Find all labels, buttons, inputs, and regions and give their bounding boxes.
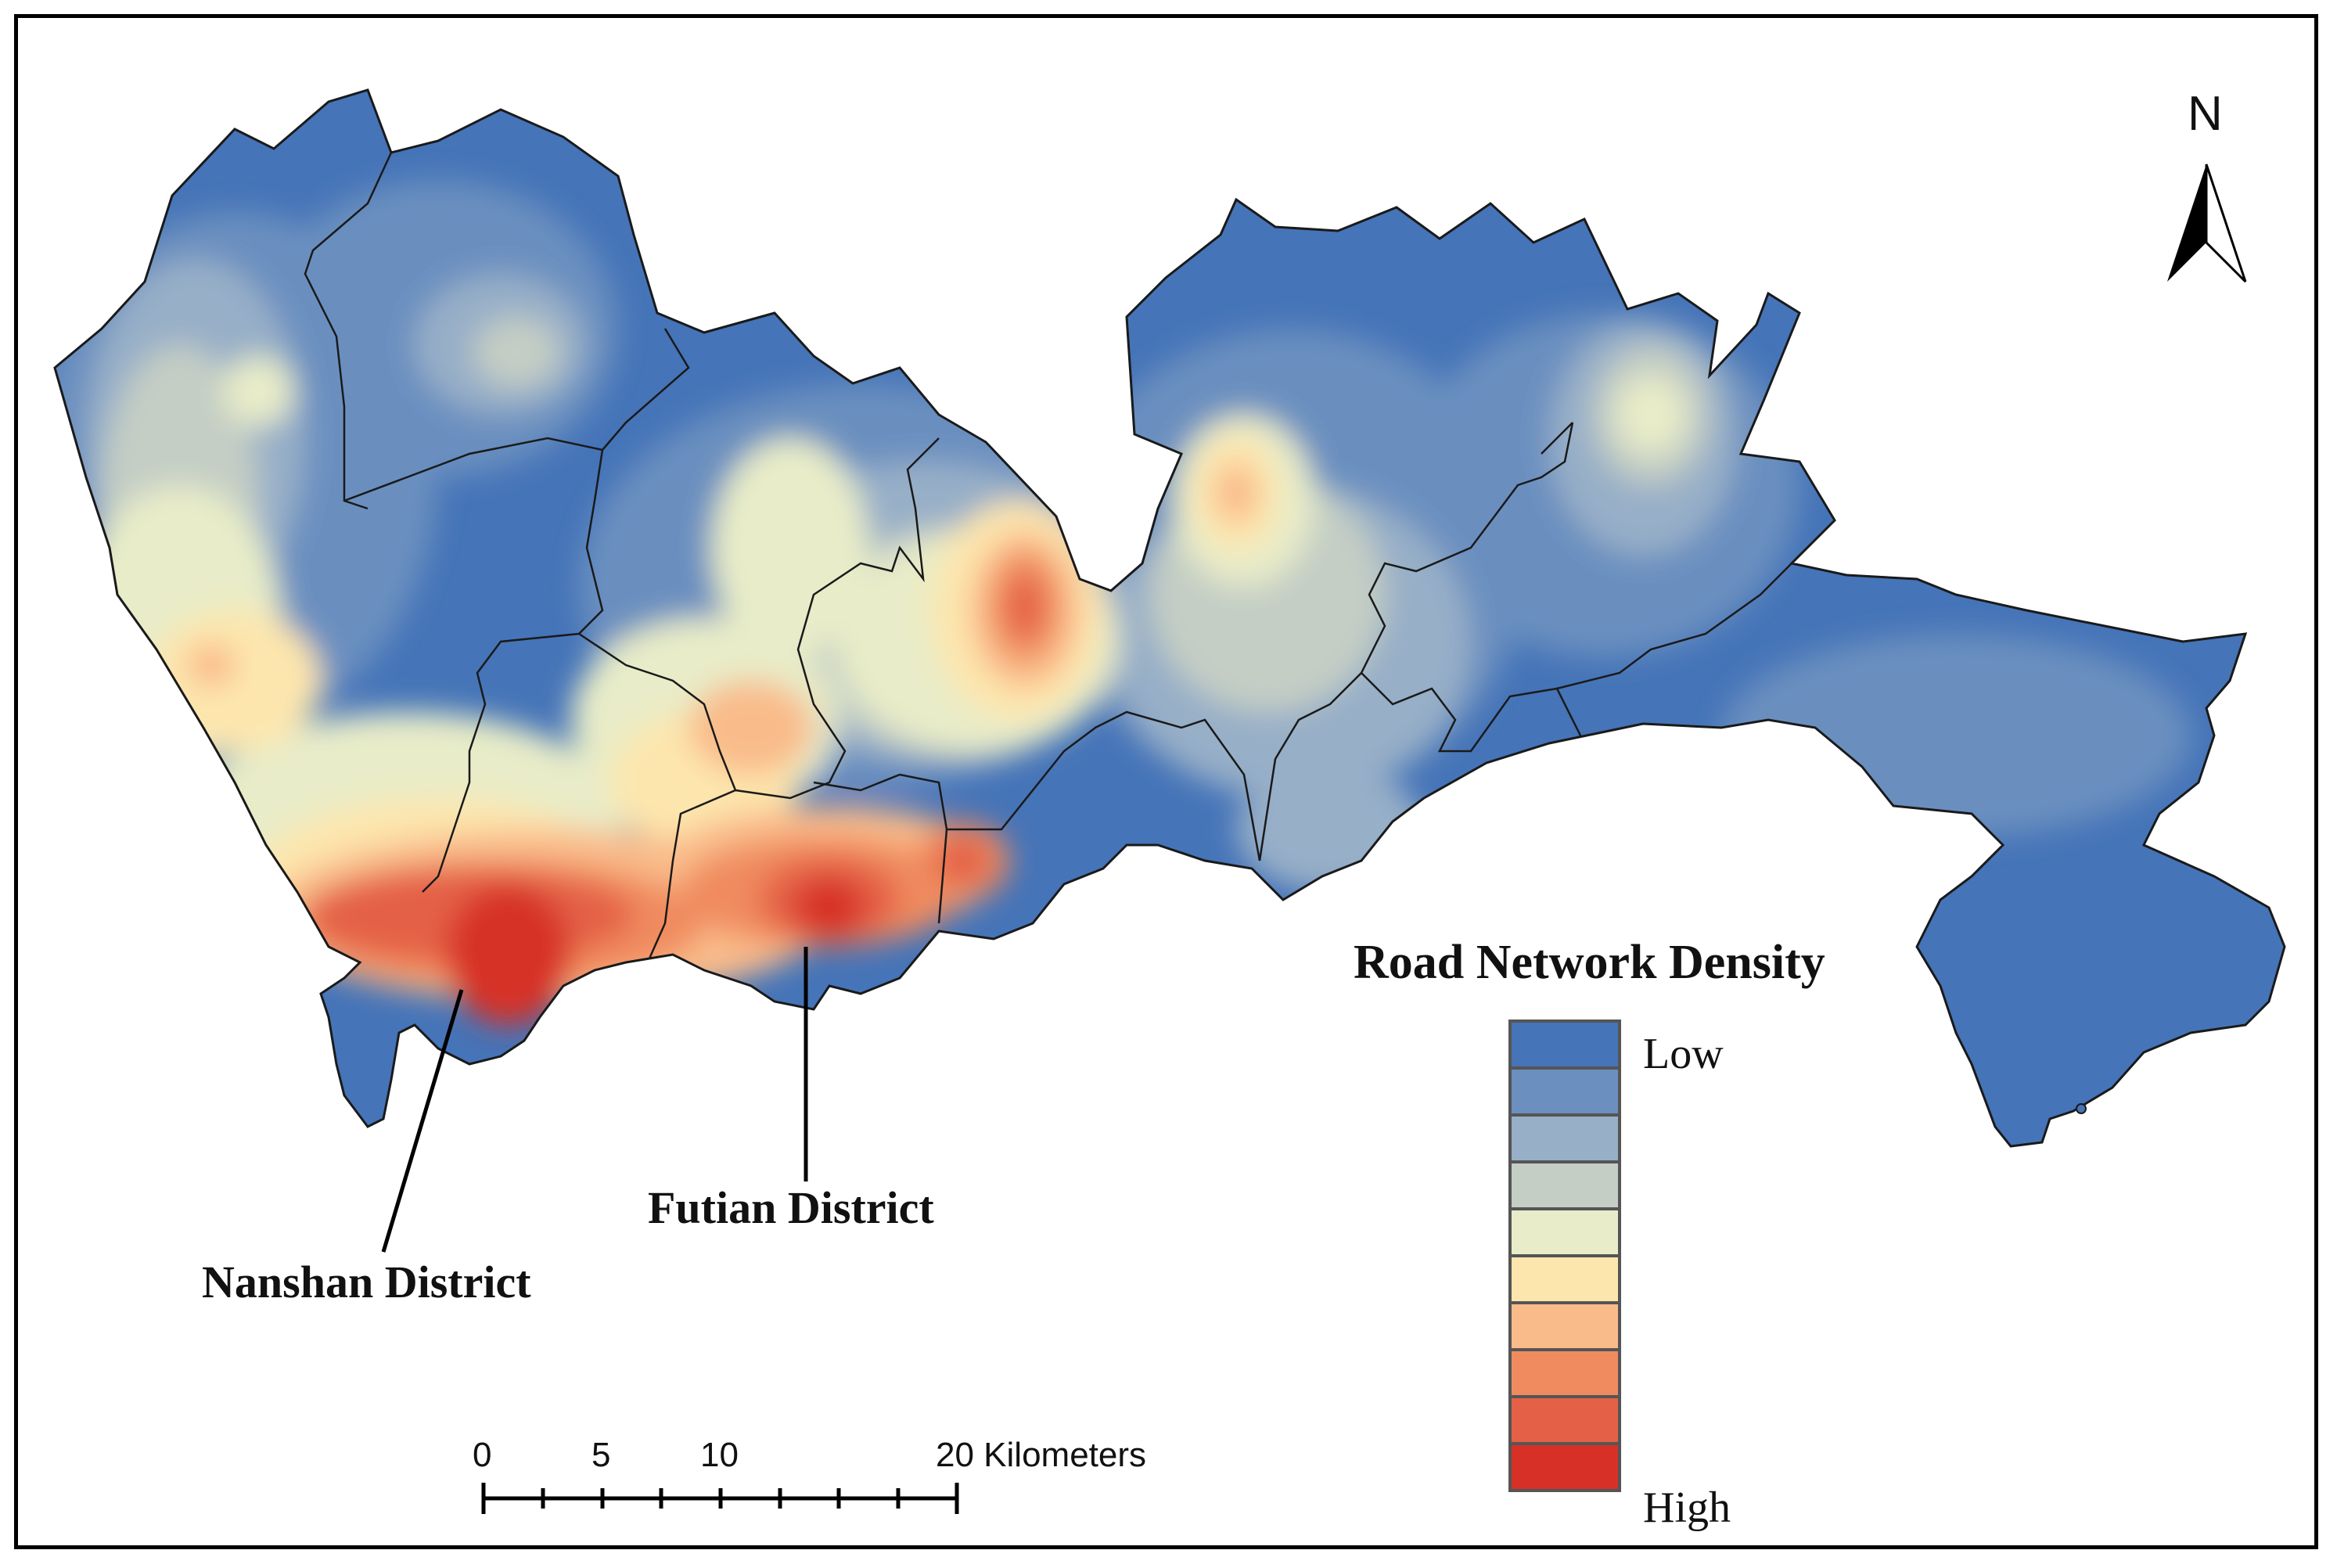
nanshan-district-label: Nanshan District bbox=[202, 1257, 531, 1307]
legend-high-label: High bbox=[1643, 1483, 1731, 1532]
scale-bar bbox=[481, 1483, 959, 1514]
scale-tick-5: 5 bbox=[591, 1436, 611, 1474]
legend-swatch-8 bbox=[1508, 1348, 1621, 1398]
legend-title: Road Network Density bbox=[1354, 936, 1825, 989]
nanshan-leader-line bbox=[381, 989, 464, 1253]
legend-low-label: Low bbox=[1643, 1030, 1724, 1078]
legend-swatch-3 bbox=[1508, 1113, 1621, 1163]
legend-swatch-9 bbox=[1508, 1395, 1621, 1445]
legend-swatch-4 bbox=[1508, 1160, 1621, 1210]
legend-swatch-6 bbox=[1508, 1254, 1621, 1304]
scale-tick-0: 0 bbox=[473, 1436, 492, 1474]
legend-swatch-2 bbox=[1508, 1066, 1621, 1117]
legend-swatches bbox=[1508, 1020, 1621, 1492]
legend-swatch-5 bbox=[1508, 1207, 1621, 1257]
legend-swatch-10 bbox=[1508, 1442, 1621, 1492]
scale-tick-10: 10 bbox=[700, 1436, 739, 1474]
legend-swatch-7 bbox=[1508, 1301, 1621, 1351]
futian-district-label: Futian District bbox=[648, 1182, 934, 1233]
legend-swatch-1 bbox=[1508, 1020, 1621, 1070]
north-label: N bbox=[2188, 87, 2223, 141]
north-arrow-icon bbox=[2167, 164, 2247, 283]
scale-tick-20-kilometers: 20 Kilometers bbox=[936, 1436, 1147, 1474]
